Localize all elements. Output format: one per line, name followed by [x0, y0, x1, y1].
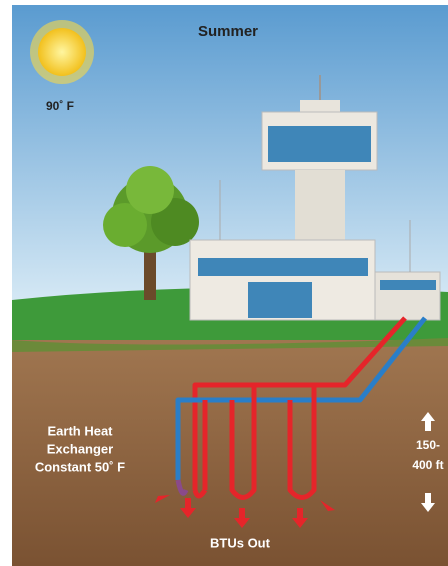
- heat-exchanger-pipes: [175, 316, 427, 500]
- heat-arrows: [155, 495, 335, 528]
- exchanger-label: Constant 50˚ F: [35, 459, 125, 474]
- tree: [103, 166, 199, 300]
- depth-label: 150-: [416, 438, 440, 452]
- exchanger-label: Exchanger: [47, 441, 113, 456]
- sun: [30, 20, 94, 84]
- temperature: 90˚ F: [46, 99, 74, 113]
- depth-label: 400 ft: [412, 458, 443, 472]
- grass-edge: [12, 338, 448, 352]
- building: [189, 75, 441, 321]
- output-label: BTUs Out: [210, 535, 271, 550]
- exchanger-label: Earth Heat: [47, 423, 113, 438]
- depth-arrows: [421, 412, 435, 512]
- title: Summer: [198, 23, 258, 40]
